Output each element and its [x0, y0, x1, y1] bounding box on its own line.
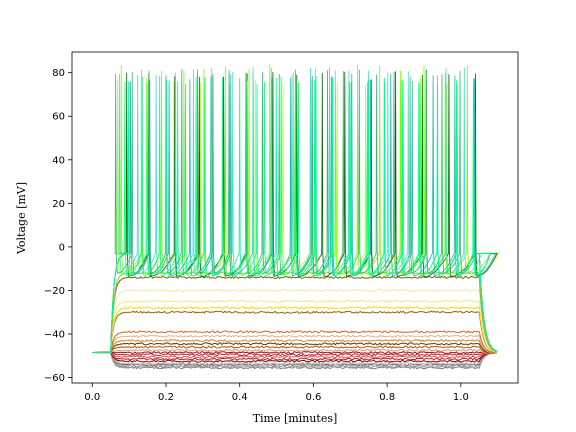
y-tick-label: −20	[44, 286, 65, 297]
voltage-trace	[92, 348, 498, 354]
voltage-trace	[92, 289, 498, 354]
voltage-trace	[92, 352, 498, 361]
y-tick-label: 0	[59, 242, 65, 253]
y-tick-label: −40	[44, 330, 65, 341]
voltage-trace	[92, 351, 498, 365]
voltage-trace	[92, 351, 497, 369]
voltage-trace	[92, 351, 497, 354]
y-tick-label: 20	[52, 199, 65, 210]
voltage-trace	[92, 299, 498, 354]
x-tick-label: 0.4	[232, 392, 248, 403]
voltage-trace	[92, 306, 498, 353]
y-axis-ticks: −60 −40 −20 0 20 40 60 80	[44, 68, 72, 384]
x-tick-label: 0.8	[379, 392, 395, 403]
x-axis-label: Time [minutes]	[253, 412, 338, 425]
trace-group	[92, 64, 500, 370]
voltage-trace	[92, 77, 498, 354]
y-tick-label: 60	[52, 112, 65, 123]
voltage-trace	[92, 352, 498, 370]
y-tick-label: 80	[52, 68, 65, 79]
voltage-trace	[92, 275, 498, 353]
voltage-trace	[92, 339, 497, 354]
voltage-trace	[92, 342, 497, 354]
voltage-trace	[92, 67, 498, 354]
voltage-trace	[92, 334, 498, 354]
x-tick-label: 0.0	[84, 392, 100, 403]
voltage-trace	[92, 77, 500, 354]
x-tick-label: 0.2	[158, 392, 174, 403]
voltage-trace	[92, 352, 498, 366]
voltage-trace	[92, 310, 498, 354]
y-axis-label: Voltage [mV]	[15, 182, 28, 255]
voltage-trace	[92, 351, 497, 359]
y-tick-label: 40	[52, 155, 65, 166]
voltage-trace	[92, 345, 497, 354]
plot-frame	[71, 51, 519, 384]
x-tick-label: 0.6	[305, 392, 321, 403]
x-tick-label: 1.0	[453, 392, 469, 403]
x-axis-ticks: 0.0 0.2 0.4 0.6 0.8 1.0	[84, 383, 469, 403]
voltage-trace	[92, 352, 497, 357]
voltage-trace	[92, 330, 498, 354]
voltage-trace	[92, 352, 497, 363]
y-tick-label: −60	[44, 373, 65, 384]
